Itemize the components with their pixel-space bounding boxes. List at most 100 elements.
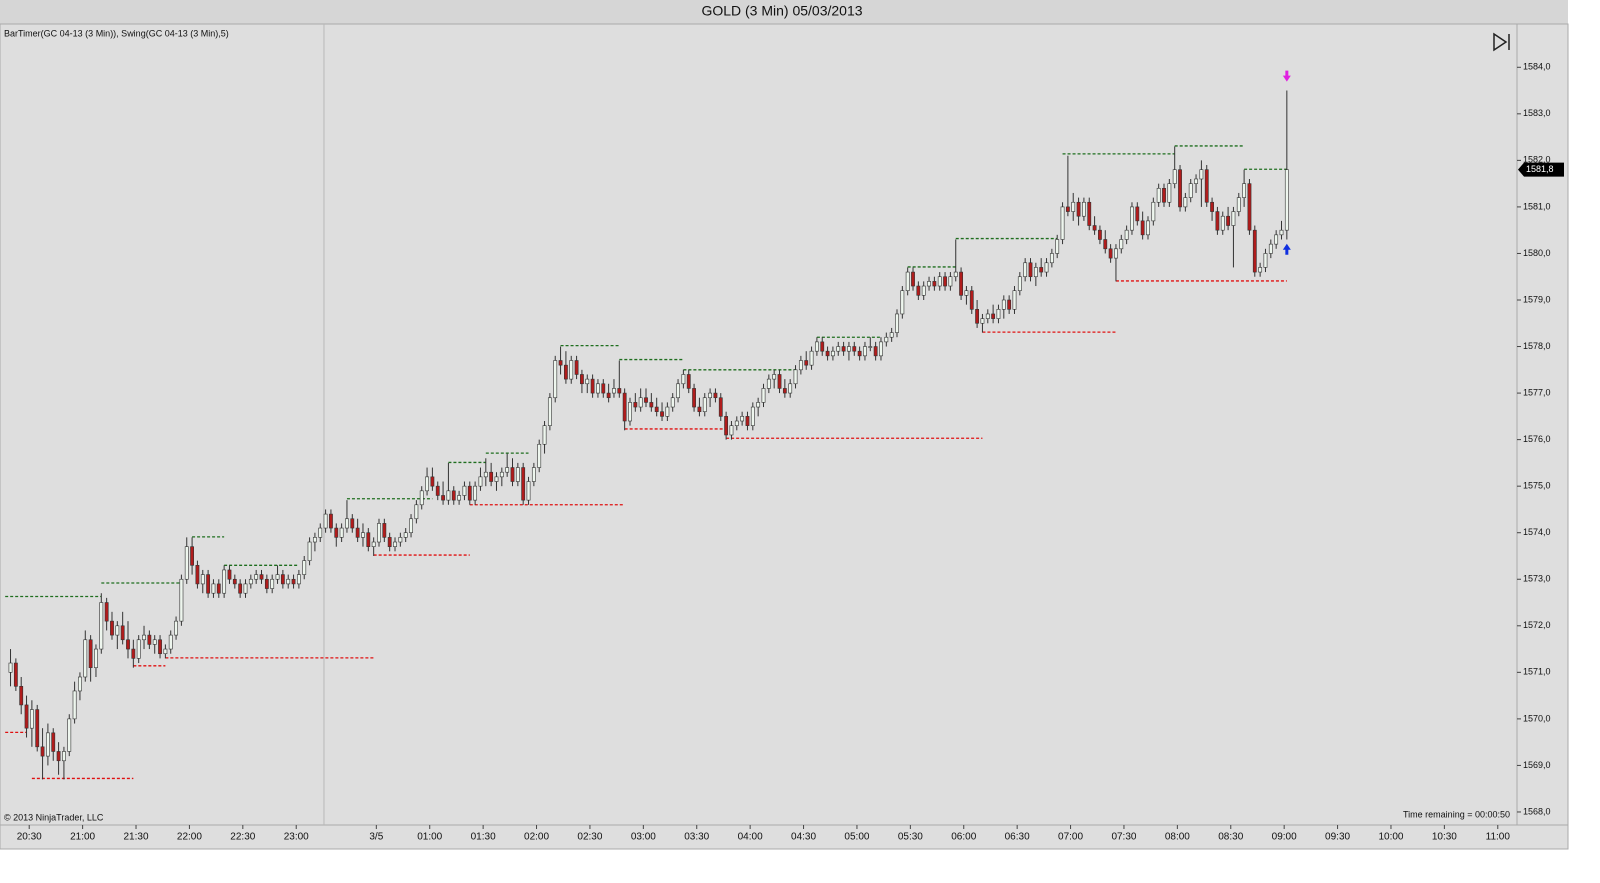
candle-body: [483, 471, 488, 478]
candle-body: [975, 309, 980, 324]
y-tick-label: 1582,0: [1523, 155, 1551, 165]
candle-body: [692, 388, 696, 408]
x-tick-label: 08:30: [1218, 832, 1243, 843]
candle-body: [195, 564, 200, 585]
chart-title: GOLD (3 Min) 05/03/2013: [701, 3, 862, 19]
candle-body: [1049, 253, 1054, 264]
candle-body: [8, 662, 13, 673]
candle-body: [307, 541, 312, 561]
candle-body: [793, 369, 798, 385]
candle-body: [1065, 206, 1070, 212]
candle-body: [873, 346, 878, 357]
candle-body: [403, 532, 408, 538]
candle-body: [820, 341, 825, 352]
candle-body: [681, 374, 686, 385]
candle-body: [921, 285, 926, 296]
candle-body: [83, 639, 88, 678]
candle-body: [649, 402, 654, 408]
scroll-end-button[interactable]: [1493, 32, 1510, 52]
candle-body: [596, 383, 600, 394]
candle-body: [457, 495, 462, 501]
y-tick-label: 1576,0: [1523, 434, 1551, 444]
y-tick-label: 1579,0: [1523, 294, 1551, 304]
y-tick-label: 1577,0: [1523, 387, 1551, 397]
candle-body: [104, 602, 109, 622]
candle-body: [270, 578, 275, 589]
x-tick-label: 03:00: [631, 832, 656, 843]
candle-body: [142, 634, 146, 641]
x-tick-label: 02:30: [577, 832, 602, 843]
x-tick-label: 01:00: [417, 832, 442, 843]
candle-body: [809, 350, 814, 366]
x-tick-label: 01:30: [471, 832, 496, 843]
candle-body: [467, 485, 472, 501]
candle-body: [1252, 229, 1257, 273]
candle-body: [318, 527, 323, 538]
candle-body: [857, 350, 862, 357]
candle-body: [831, 350, 835, 357]
candle-body: [1183, 197, 1188, 208]
candle-body: [478, 476, 483, 487]
y-tick-label: 1573,0: [1523, 574, 1551, 584]
candle-body: [56, 751, 61, 762]
candle-body: [435, 485, 440, 496]
candle-body: [355, 527, 360, 538]
candle-body: [670, 397, 675, 408]
candle-body: [515, 467, 520, 482]
candle-body: [1119, 239, 1124, 250]
signal-arrow: [1282, 243, 1291, 255]
candle-body: [1194, 178, 1198, 184]
x-tick-label: 11:00: [1486, 832, 1511, 843]
candle-body: [62, 751, 66, 762]
candle-body: [766, 378, 771, 389]
candle-body: [1092, 225, 1097, 231]
candle-body: [190, 546, 194, 566]
x-tick-label: 08:00: [1165, 832, 1190, 843]
candle-body: [1017, 276, 1022, 291]
candle-body: [959, 271, 963, 296]
candle-body: [895, 313, 899, 333]
candle-body: [1231, 211, 1236, 226]
candle-body: [569, 360, 574, 380]
candle-body: [521, 467, 526, 501]
candle-body: [398, 537, 403, 543]
candle-body: [393, 541, 397, 547]
y-tick-label: 1571,0: [1523, 667, 1551, 677]
candle-body: [969, 290, 974, 310]
candle-body: [174, 620, 178, 636]
candle-body: [985, 313, 990, 319]
candle-body: [628, 402, 632, 422]
candle-body: [1108, 248, 1113, 259]
candle-body: [168, 634, 173, 650]
y-tick-label: 1569,0: [1523, 760, 1551, 770]
last-price-label: 1581,8: [1526, 164, 1554, 174]
candle-body: [718, 397, 723, 417]
y-tick-label: 1572,0: [1523, 620, 1551, 630]
x-tick-label: 10:30: [1432, 832, 1457, 843]
candle-body: [702, 397, 707, 413]
candle-body: [361, 532, 365, 538]
plot-area: [0, 23, 1518, 826]
y-tick-label: 1570,0: [1523, 713, 1551, 723]
x-tick-label: 22:30: [230, 832, 255, 843]
candle-body: [489, 471, 494, 482]
y-axis-area: [1516, 23, 1569, 826]
candle-body: [537, 443, 542, 468]
candle-body: [206, 574, 211, 594]
candle-body: [756, 402, 761, 408]
candle-body: [937, 276, 942, 287]
candle-body: [1151, 201, 1156, 222]
candle-body: [120, 625, 125, 641]
candle-body: [451, 490, 456, 501]
candle-body: [286, 578, 291, 585]
candle-body: [158, 639, 162, 655]
time-remaining: Time remaining = 00:00:50: [1403, 809, 1510, 819]
candle-body: [601, 383, 606, 394]
candle-body: [553, 360, 558, 399]
candle-body: [280, 574, 285, 585]
candle-body: [1044, 262, 1049, 273]
candle-body: [136, 639, 141, 659]
indicator-label: BarTimer(GC 04-13 (3 Min)), Swing(GC 04-…: [4, 28, 229, 38]
candle-body: [1023, 262, 1028, 278]
candle-body: [798, 360, 803, 371]
